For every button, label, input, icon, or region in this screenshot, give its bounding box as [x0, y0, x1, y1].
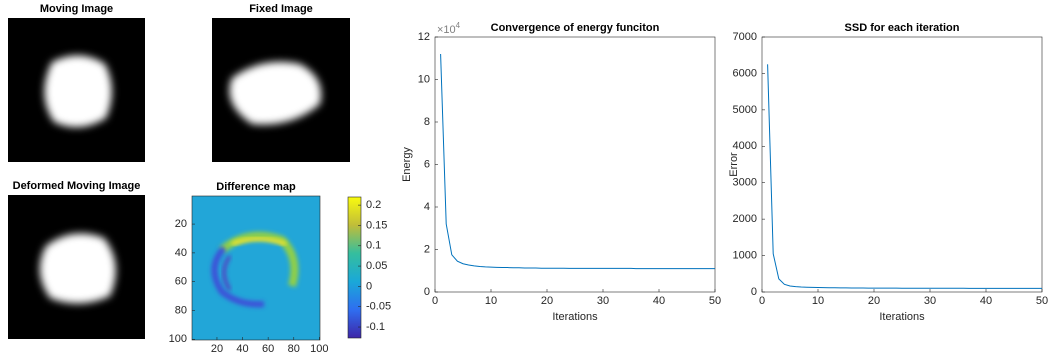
x-tick-label: 0 [759, 295, 765, 307]
moving-image [8, 18, 145, 162]
y-tick-label: 40 [175, 247, 187, 259]
difference-map [192, 196, 320, 340]
y-axis-label: Error [728, 152, 740, 177]
data-line [768, 64, 1042, 288]
y-tick-label: 80 [175, 304, 187, 316]
subplot-title: Moving Image [40, 3, 113, 15]
axes-box [435, 37, 715, 292]
x-tick-label: 30 [597, 295, 609, 307]
colorbar-tick-label: 0.05 [366, 260, 387, 272]
x-tick-label: 100 [310, 343, 328, 355]
figure: Moving Image Fixed Image Deformed Moving I… [0, 0, 1048, 362]
axis-multiplier: ×104 [437, 21, 461, 36]
multiplier-exponent: 4 [456, 21, 461, 30]
x-tick-label: 20 [868, 295, 880, 307]
x-tick-label: 80 [288, 343, 300, 355]
y-tick-label: 0 [751, 286, 757, 298]
colorbar-tick-label: 0.15 [366, 219, 387, 231]
x-tick-label: 30 [924, 295, 936, 307]
x-axis-label: Iterations [879, 311, 925, 323]
x-tick-label: 40 [653, 295, 665, 307]
multiplier-base: ×10 [437, 24, 456, 36]
data-line [441, 54, 715, 269]
y-tick-label: 6000 [733, 67, 757, 79]
y-tick-label: 4 [424, 201, 430, 213]
colorbar [348, 197, 361, 338]
y-tick-label: 1000 [733, 249, 757, 261]
subplot-title: Difference map [216, 181, 296, 193]
y-tick-label: 10 [418, 73, 430, 85]
y-tick-label: 100 [169, 333, 187, 345]
y-tick-label: 12 [418, 31, 430, 43]
y-tick-label: 6 [424, 158, 430, 170]
colorbar-tick-label: 0 [366, 280, 372, 292]
x-tick-label: 10 [485, 295, 497, 307]
colorbar-tick-label: 0.2 [366, 199, 381, 211]
y-tick-label: 2 [424, 243, 430, 255]
subplot-title: Fixed Image [249, 3, 313, 15]
x-tick-label: 0 [432, 295, 438, 307]
y-tick-label: 5000 [733, 104, 757, 116]
subplot-title: SSD for each iteration [845, 22, 960, 34]
x-tick-label: 60 [262, 343, 274, 355]
subplot-title: Convergence of energy funciton [491, 22, 660, 34]
x-tick-label: 20 [541, 295, 553, 307]
x-tick-label: 50 [1036, 295, 1048, 307]
fixed-image [212, 18, 350, 162]
subplot-title: Deformed Moving Image [13, 180, 141, 192]
colorbar-tick-label: -0.05 [366, 301, 391, 313]
axes-box [762, 37, 1042, 292]
y-tick-label: 7000 [733, 31, 757, 43]
colorbar-tick-label: 0.1 [366, 240, 381, 252]
colorbar-tick-label: -0.1 [366, 321, 385, 333]
y-tick-label: 2000 [733, 213, 757, 225]
y-tick-label: 4000 [733, 140, 757, 152]
x-tick-label: 40 [236, 343, 248, 355]
y-axis-label: Energy [401, 147, 413, 182]
y-tick-label: 3000 [733, 177, 757, 189]
x-tick-label: 10 [812, 295, 824, 307]
y-tick-label: 20 [175, 218, 187, 230]
x-tick-label: 20 [211, 343, 223, 355]
deformed-image [8, 195, 145, 339]
x-axis-label: Iterations [552, 311, 598, 323]
x-tick-label: 50 [709, 295, 721, 307]
y-tick-label: 60 [175, 276, 187, 288]
y-tick-label: 0 [424, 286, 430, 298]
y-tick-label: 8 [424, 116, 430, 128]
page: Moving Image Fixed Image Deformed Moving I… [0, 0, 1048, 362]
x-tick-label: 40 [980, 295, 992, 307]
